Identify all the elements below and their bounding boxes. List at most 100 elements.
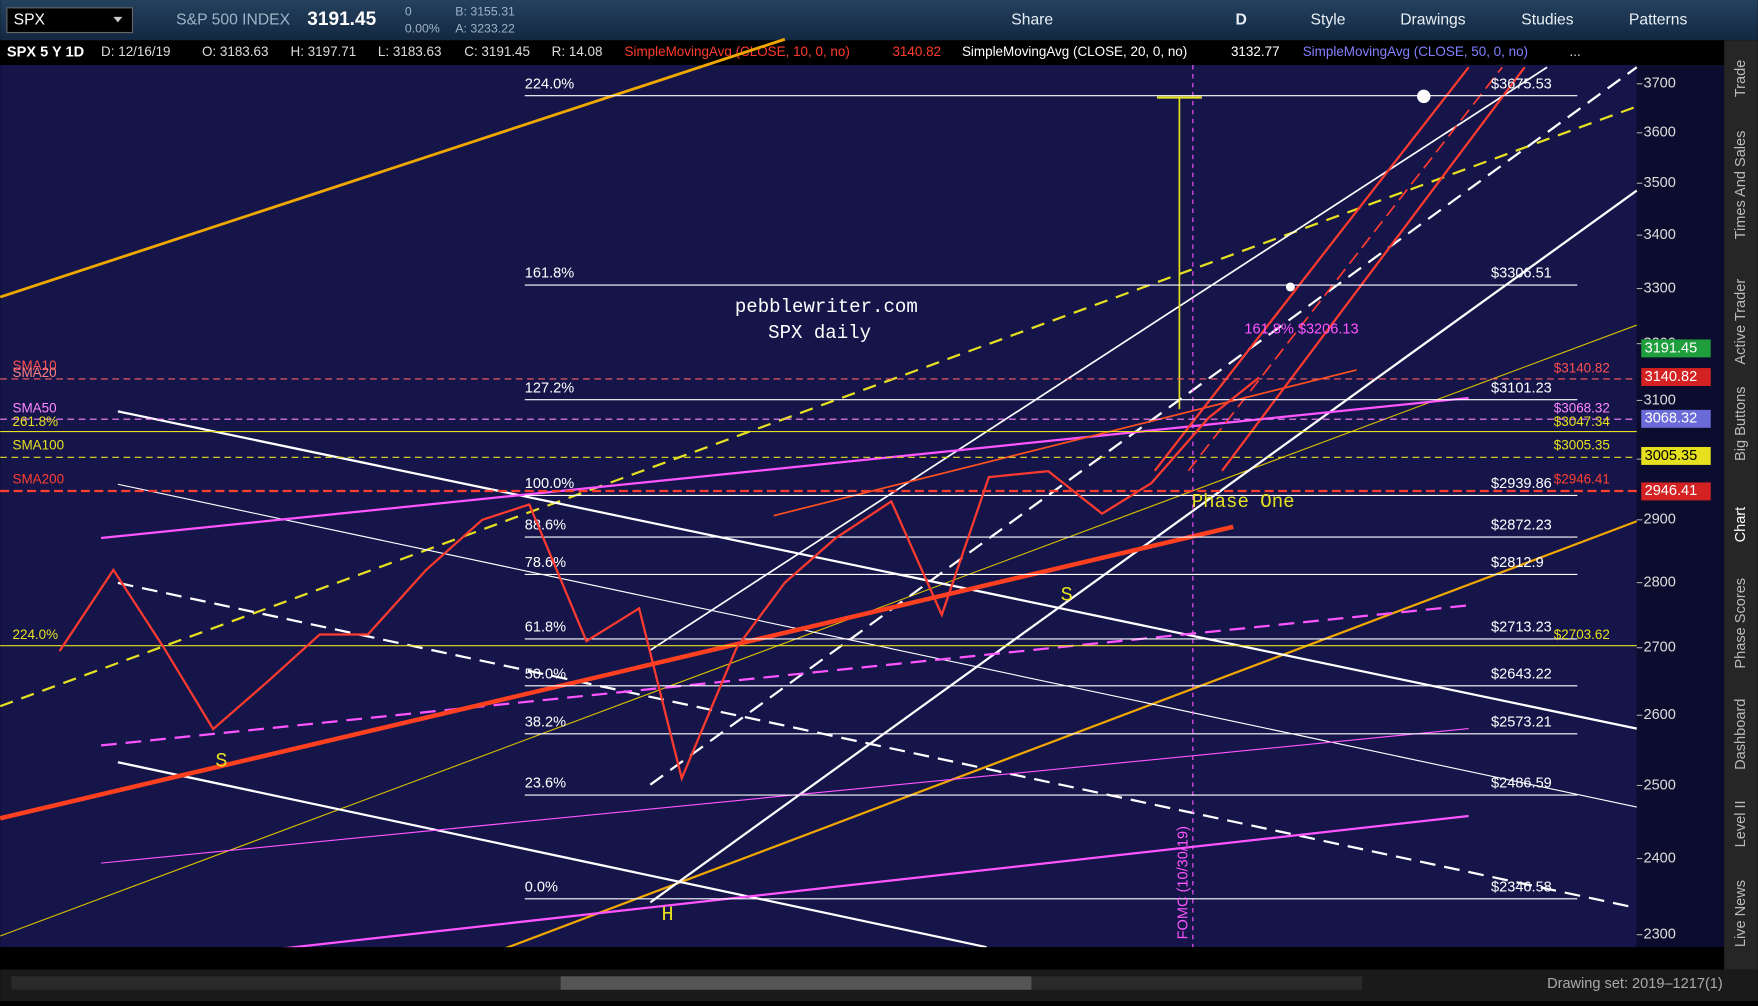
pattern-label: S [1061,585,1073,608]
y-tick-label: 2800 [1643,574,1675,590]
price-tag-label: 2946.41 [1645,483,1698,499]
fomc-label: FOMC (10/30/19) [1176,826,1192,939]
time-axis [0,947,1725,970]
sidebar-tab[interactable]: Dashboard [1733,699,1749,770]
level-label: $2703.62 [1554,627,1610,642]
info-close: C: 3191.45 [464,44,530,59]
y-tick-label: 2900 [1643,512,1675,528]
y-tick-label: 3500 [1643,175,1675,191]
studies-button[interactable]: Studies [1521,11,1573,28]
y-tick-label: 2400 [1643,850,1675,866]
toolbar [0,0,1758,41]
level-label: $2946.41 [1554,471,1610,486]
y-tick-label: 3100 [1643,392,1675,408]
sidebar-tab[interactable]: Level II [1733,800,1749,847]
study-sma50: SimpleMovingAvg (CLOSE, 50, 0, no) [1303,44,1528,59]
price-tag [1641,339,1711,358]
study-sma10: SimpleMovingAvg (CLOSE, 10, 0, no) [625,44,850,59]
sidebar-tab[interactable]: Phase Scores [1733,578,1749,669]
index-name: S&P 500 INDEX [176,11,290,28]
fib-price: $3101.23 [1491,380,1552,396]
sidebar-tab[interactable]: Big Buttons [1733,386,1749,460]
chart-title: SPX 5 Y 1D [7,45,84,61]
info-bar [0,40,1758,66]
info-range: R: 14.08 [552,44,603,59]
patterns-button[interactable]: Patterns [1629,11,1688,28]
scroll-thumb[interactable] [560,976,1032,990]
change: 0 [405,5,412,19]
price-series [58,376,1260,782]
fib-price: $2812.9 [1491,555,1544,571]
sidebar-tab[interactable]: Trade [1733,60,1749,98]
study-sma20: SimpleMovingAvg (CLOSE, 20, 0, no) [962,44,1187,59]
fib-ext-label: 224.0% [13,627,59,642]
phase-label: Phase One [1192,491,1295,513]
fib-price: $2573.21 [1491,714,1552,730]
drawings [0,37,1638,968]
share-button[interactable]: Share [1011,11,1053,28]
fib-price: $2346.58 [1491,879,1552,895]
sma-label: SMA200 [13,471,65,486]
fib-pct: 161.8% [525,266,574,282]
target-label: 161.8% $3206.13 [1244,321,1358,337]
symbol-box[interactable] [6,7,134,34]
price-tag-label: 3005.35 [1645,448,1698,464]
y-tick-label: 3700 [1643,76,1675,92]
fib-price: $3306.51 [1491,266,1552,282]
watermark: pebblewriter.com [735,296,918,318]
price-tag [1641,446,1711,465]
sidebar-tab[interactable]: Active Trader [1733,279,1749,365]
drawing-set: Drawing set: 2019–1217(1) [1547,976,1723,992]
y-tick-label: 2300 [1643,927,1675,943]
fib-pct: 0.0% [525,879,558,895]
price-tag [1641,368,1711,387]
bid: B: 3155.31 [455,5,515,19]
sidebar-tab[interactable]: Live News [1733,880,1749,947]
fib-pct: 224.0% [525,76,574,92]
level-label: $3140.82 [1554,360,1610,375]
fib-price: $2939.86 [1491,476,1552,492]
fib-pct: 127.2% [525,380,574,396]
fib-price: $2643.22 [1491,666,1552,682]
study-sma50-value: ... [1569,44,1580,59]
fib-pct: 23.6% [525,776,566,792]
pattern-label: S [215,750,227,773]
price-tag [1641,482,1711,501]
fib-pct: 50.0% [525,666,566,682]
fib-ext-label: 261.8% [13,414,59,429]
fib-pct: 61.8% [525,620,566,636]
ask: A: 3233.22 [455,21,515,35]
fib-levels: 224.0% $3675.53 161.8% $3306.51 127.2% $3101.… [525,76,1578,900]
y-tick-label: 3300 [1643,280,1675,296]
dropdown [113,16,123,23]
y-tick-label: 2700 [1643,640,1675,656]
watermark-subtitle: SPX daily [768,322,871,344]
drawings-button[interactable]: Drawings [1400,11,1466,28]
period-button[interactable]: D [1235,11,1246,28]
y-tick-label: 3400 [1643,227,1675,243]
fib-price: $3675.53 [1491,76,1552,92]
fib-price: $2486.59 [1491,776,1552,792]
change-pct: 0.00% [405,21,440,35]
level-label: $3068.32 [1554,401,1610,416]
fib-pct: 38.2% [525,714,566,730]
info-high: H: 3197.71 [291,44,357,59]
sidebar-tab[interactable]: Times And Sales [1733,131,1749,240]
fib-price: $2713.23 [1491,620,1552,636]
last-price: 3191.45 [307,9,376,30]
info-date: D: 12/16/19 [101,44,170,59]
y-tick-label: 3600 [1643,125,1675,141]
sma-label: SMA10 [13,358,57,373]
pattern-label: H [662,904,674,927]
sidebar-tab[interactable]: Chart [1733,507,1749,543]
style-button[interactable]: Style [1311,11,1346,28]
y-tick-label: 2600 [1643,707,1675,723]
fib-pct: 78.6% [525,555,566,571]
level-label: $3005.35 [1554,438,1610,453]
plot-area[interactable] [0,65,1637,948]
price-tag-label: 3068.32 [1645,411,1698,427]
price-line [58,376,1260,782]
fib-pct: 100.0% [525,476,574,492]
study-sma20-value: 3132.77 [1231,44,1280,59]
fib-price: $2872.23 [1491,518,1552,534]
